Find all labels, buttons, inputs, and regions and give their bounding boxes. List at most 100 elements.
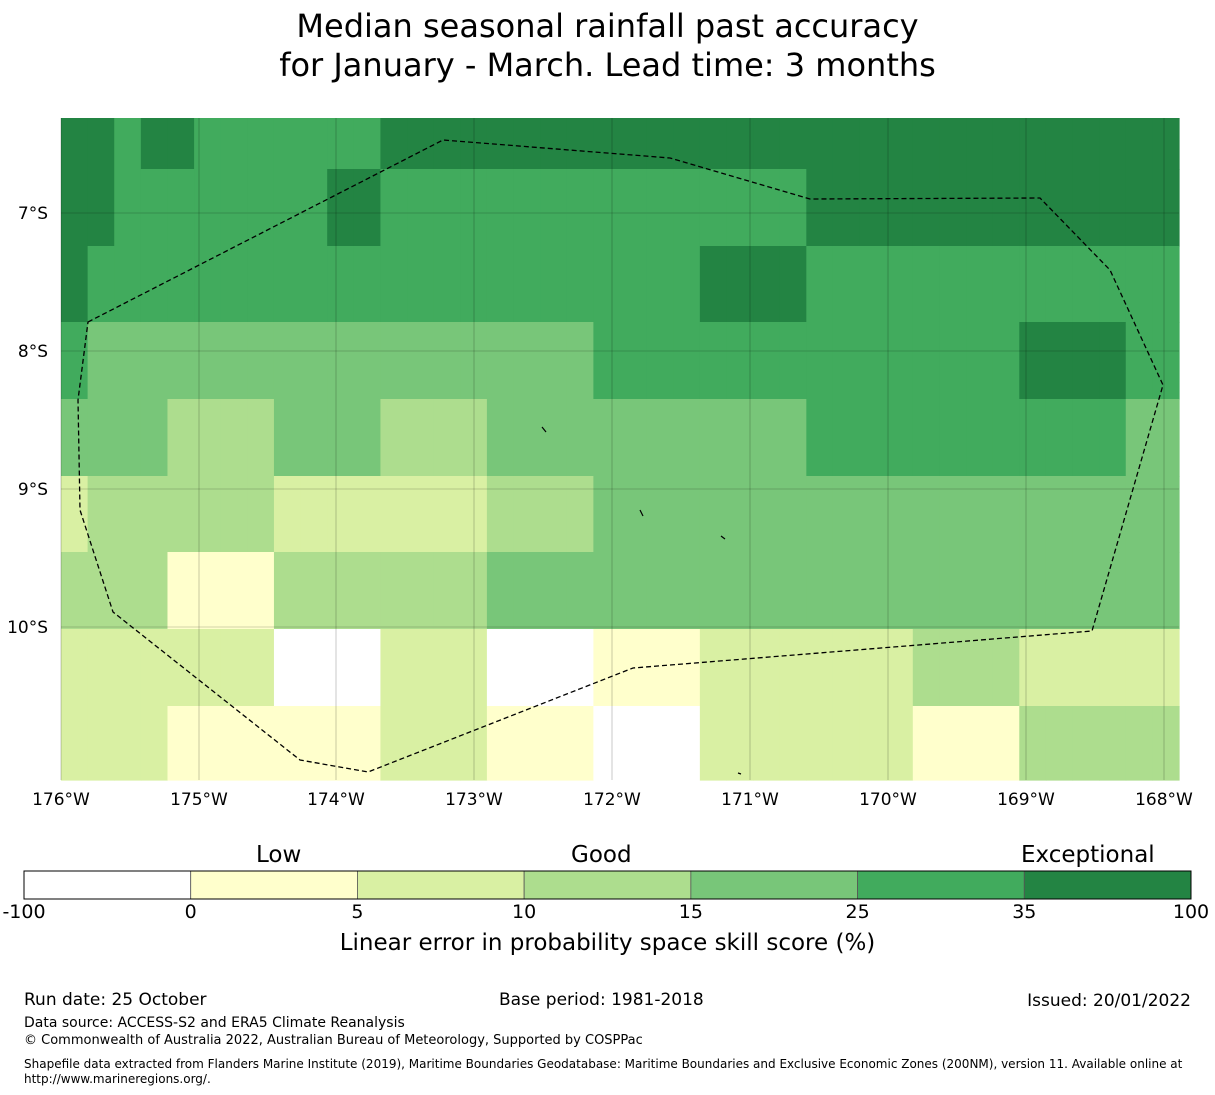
grid-cell — [486, 169, 515, 247]
grid-cell — [593, 169, 621, 247]
grid-cell — [1125, 169, 1153, 247]
grid-cell — [832, 476, 861, 553]
grid-cell — [247, 476, 275, 553]
grid-cell — [61, 476, 89, 553]
grid-cell — [966, 552, 994, 630]
grid-cell — [114, 629, 142, 707]
grid-cell — [1019, 629, 1047, 707]
grid-cell — [486, 552, 515, 630]
grid-cell — [859, 246, 887, 323]
grid-cell — [486, 399, 515, 477]
graticule — [60, 118, 1179, 780]
colorbar-label-good: Good — [571, 842, 632, 868]
grid-cell — [646, 476, 674, 553]
grid-cell — [61, 169, 89, 247]
grid-cell — [87, 476, 115, 553]
grid-cell — [593, 552, 621, 630]
grid-cell — [992, 476, 1020, 553]
grid-cell — [753, 169, 781, 247]
longitude-tick-label: 174°W — [307, 790, 365, 810]
grid-cell — [1019, 322, 1047, 400]
grid-cell — [832, 629, 861, 707]
grid-cell — [1072, 552, 1100, 630]
island-mark — [639, 509, 644, 517]
grid-cell — [194, 169, 222, 247]
grid-cell — [859, 118, 887, 170]
colorbar-tick-label: -100 — [2, 901, 46, 923]
grid-cell — [620, 476, 648, 553]
grid-cell — [1152, 476, 1180, 553]
grid-cell — [886, 169, 914, 247]
colorbar — [23, 870, 1192, 900]
grid-cell — [753, 476, 781, 553]
grid-cell — [460, 629, 488, 707]
chart-title-line1: Median seasonal rainfall past accuracy — [296, 7, 919, 45]
grid-cell — [886, 399, 914, 477]
grid-cell — [1152, 322, 1180, 400]
grid-cell — [1125, 476, 1153, 553]
grid-cell — [1019, 118, 1047, 170]
grid-cell — [779, 246, 807, 323]
longitude-labels: 176°W 175°W 174°W 173°W 172°W 171°W 170°W 169°W… — [32, 790, 1193, 810]
grid-cell — [1125, 246, 1153, 323]
grid-cell — [620, 399, 648, 477]
grid-cell — [699, 629, 728, 707]
grid-cell — [806, 322, 834, 400]
grid-cell — [61, 246, 89, 323]
grid-cell — [513, 629, 541, 707]
grid-cell — [673, 118, 701, 170]
grid-cell — [779, 399, 807, 477]
grid-cell — [1045, 552, 1074, 630]
grid-cell — [407, 118, 435, 170]
grid-cell — [140, 476, 169, 553]
grid-cell — [194, 322, 222, 400]
latitude-tick-label: 10°S — [7, 618, 48, 638]
grid-cell — [753, 246, 781, 323]
grid-cell — [1045, 629, 1074, 707]
grid-cell — [832, 118, 861, 170]
grid-cell — [912, 322, 941, 400]
grid-cell — [992, 629, 1020, 707]
grid-cell — [140, 629, 169, 707]
grid-cell — [61, 399, 89, 477]
grid-cell — [726, 246, 754, 323]
grid-cell — [273, 629, 302, 707]
grid-cell — [832, 169, 861, 247]
grid-cell — [832, 552, 861, 630]
grid-cell — [726, 629, 754, 707]
grid-cell — [433, 476, 461, 553]
grid-cell — [513, 118, 541, 170]
grid-cell — [273, 476, 302, 553]
grid-cell — [646, 552, 674, 630]
grid-cell — [513, 476, 541, 553]
grid-cell — [832, 706, 861, 781]
grid-cell — [87, 118, 115, 170]
grid-cell — [806, 706, 834, 781]
grid-cell — [939, 399, 967, 477]
grid-cell — [992, 169, 1020, 247]
grid-cell — [912, 476, 941, 553]
grid-cell — [167, 706, 195, 781]
grid-cell — [327, 246, 355, 323]
grid-cell — [646, 629, 674, 707]
grid-cell — [114, 706, 142, 781]
grid-cell — [1099, 476, 1127, 553]
grid-cell — [353, 118, 382, 170]
grid-cell — [912, 246, 941, 323]
grid-cell — [966, 706, 994, 781]
grid-cell — [699, 552, 728, 630]
grid-cell — [1072, 246, 1100, 323]
colorbar-segment — [357, 870, 525, 900]
grid-cell — [673, 476, 701, 553]
grid-cell — [140, 552, 169, 630]
grid-cell — [380, 552, 408, 630]
grid-cell — [646, 169, 674, 247]
grid-cell — [247, 118, 275, 170]
grid-cell — [194, 399, 222, 477]
grid-cell — [886, 322, 914, 400]
grid-cell — [779, 476, 807, 553]
grid-cell — [939, 706, 967, 781]
grid-cell — [353, 322, 382, 400]
grid-cell — [886, 552, 914, 630]
island-mark — [720, 535, 726, 540]
